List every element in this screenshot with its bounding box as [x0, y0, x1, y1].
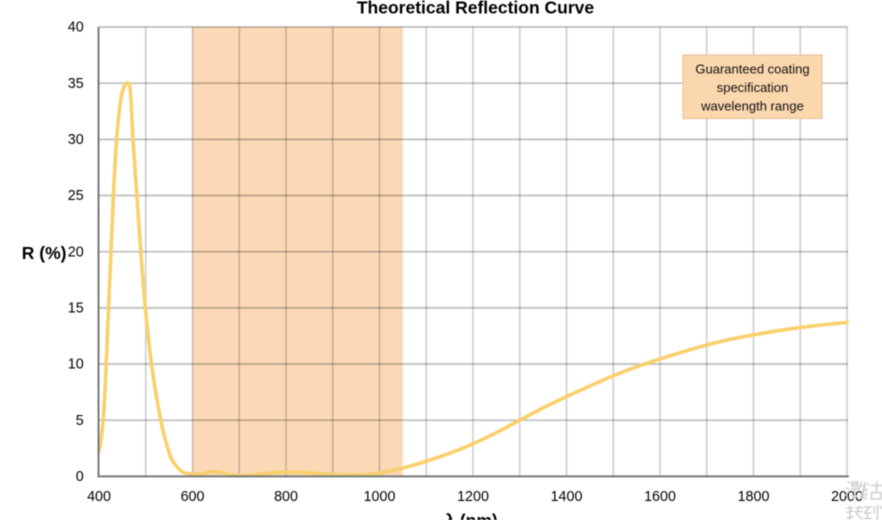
- svg-text:40: 40: [68, 20, 84, 36]
- svg-text:specification: specification: [717, 80, 789, 95]
- svg-text:λ (nm): λ (nm): [445, 511, 498, 520]
- svg-text:1200: 1200: [457, 489, 489, 505]
- svg-text:35: 35: [68, 76, 84, 92]
- svg-text:1000: 1000: [364, 489, 396, 505]
- svg-text:Theoretical Reflection Curve: Theoretical Reflection Curve: [357, 0, 595, 17]
- svg-text:R (%): R (%): [22, 243, 67, 263]
- svg-text:800: 800: [274, 489, 298, 505]
- svg-text:1400: 1400: [551, 489, 583, 505]
- svg-text:25: 25: [68, 188, 84, 204]
- svg-text:0: 0: [76, 469, 84, 485]
- svg-text:2000: 2000: [831, 489, 863, 505]
- svg-text:10: 10: [68, 357, 84, 373]
- svg-text:20: 20: [68, 244, 84, 260]
- svg-text:5: 5: [76, 413, 84, 429]
- svg-text:15: 15: [68, 301, 84, 317]
- svg-text:1600: 1600: [644, 489, 676, 505]
- svg-text:400: 400: [87, 489, 111, 505]
- svg-text:600: 600: [181, 489, 205, 505]
- svg-text:1800: 1800: [738, 489, 770, 505]
- svg-text:wavelength range: wavelength range: [700, 98, 804, 113]
- svg-text:30: 30: [68, 132, 84, 148]
- svg-text:Guaranteed coating: Guaranteed coating: [695, 62, 809, 77]
